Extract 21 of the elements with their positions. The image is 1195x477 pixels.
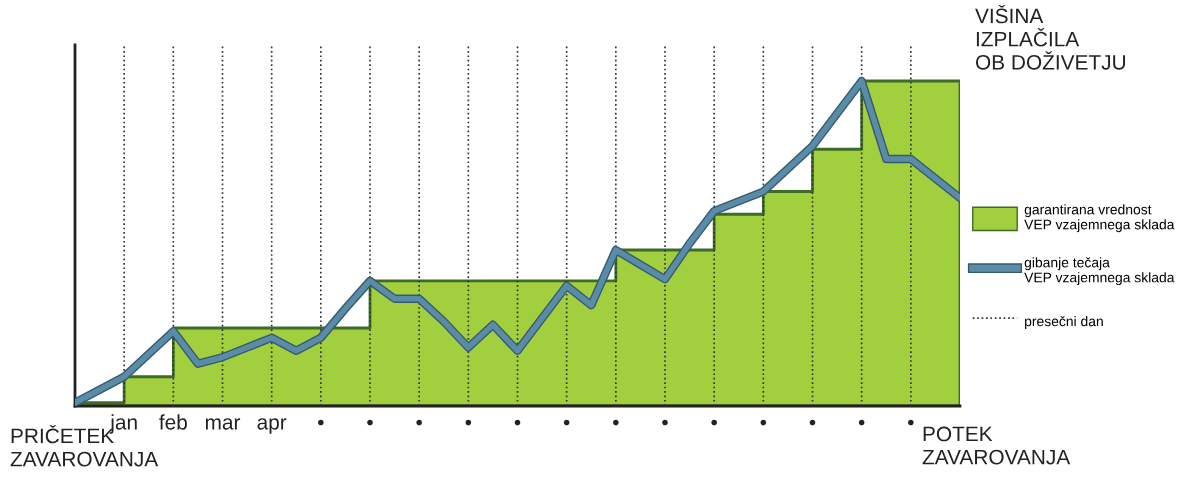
x-tick-label: feb [159,414,187,430]
x-tick-label: • [858,419,865,426]
legend-label: garantirana vrednost VEP vzajemnega sklada [1024,204,1175,233]
x-tick-label: • [367,419,373,426]
text: presečni dan [1025,315,1103,329]
x-tick-label: • [908,419,914,426]
text: POTEK ZAVAROVANJA [922,426,1071,465]
legend-label: gibanje tečaja VEP vzajemnega sklada [1024,257,1175,286]
x-tick-label: • [416,419,422,426]
x-tick-label: • [465,419,472,426]
x-tick-label: • [613,419,619,426]
text: VIŠINA IZPLAČILA OB DOŽIVETJU [975,4,1126,70]
x-tick-label: • [318,419,324,426]
x-tick-label: • [563,419,570,426]
x-tick-label: • [760,419,767,426]
x-tick-label: • [662,419,668,426]
x-tick-label: • [711,419,717,426]
x-tick-label: • [514,419,521,426]
x-tick-label: • [809,419,816,426]
x-tick-label: apr [257,418,287,434]
x-tick-label: mar [205,418,241,430]
